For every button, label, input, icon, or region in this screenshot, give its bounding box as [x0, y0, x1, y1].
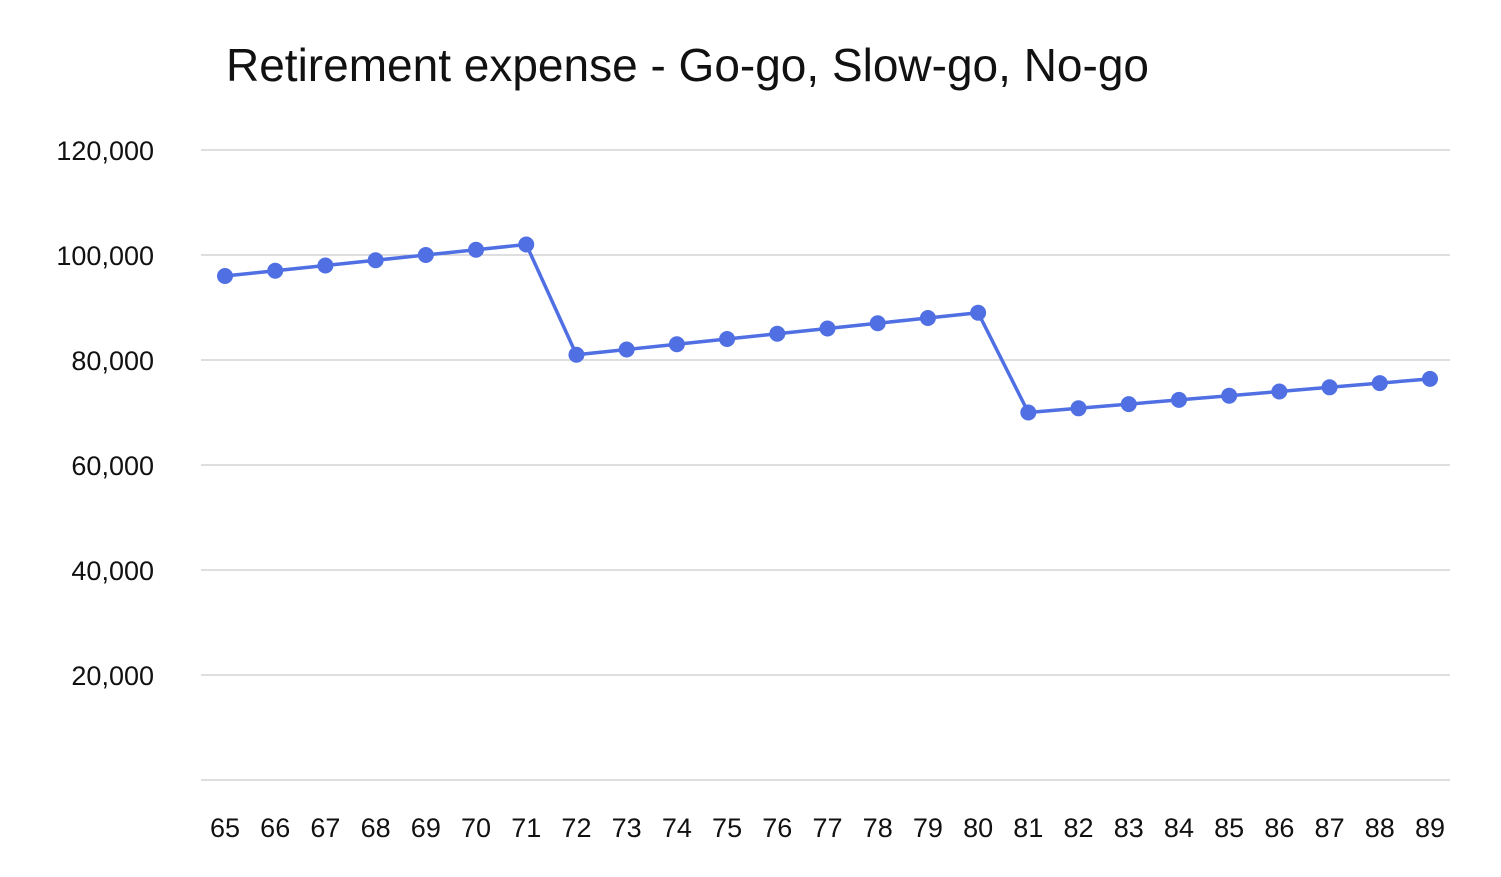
data-point-marker: [1321, 379, 1338, 396]
data-point-marker: [568, 346, 585, 363]
data-point-marker: [518, 236, 535, 253]
data-point-marker: [970, 304, 987, 321]
data-point-marker: [819, 320, 836, 337]
x-tick-label: 82: [1064, 813, 1094, 843]
data-series: [217, 236, 1438, 421]
x-tick-label: 88: [1365, 813, 1395, 843]
y-tick-label: 80,000: [71, 346, 154, 376]
data-point-marker: [217, 268, 233, 284]
data-point-marker: [919, 310, 936, 326]
data-point-marker: [367, 252, 384, 269]
data-point-marker: [769, 325, 786, 342]
data-point-marker: [1020, 404, 1037, 421]
x-tick-label: 71: [511, 813, 541, 843]
data-point-marker: [869, 315, 886, 332]
x-tick-label: 84: [1164, 813, 1194, 843]
x-tick-label: 81: [1013, 813, 1043, 843]
data-point-marker: [618, 341, 635, 358]
x-tick-label: 77: [812, 813, 842, 843]
x-tick-label: 83: [1114, 813, 1144, 843]
data-point-marker: [417, 247, 434, 263]
gridlines: [201, 149, 1450, 781]
data-point-marker: [1371, 375, 1388, 392]
data-point-marker: [1070, 400, 1087, 417]
x-tick-label: 74: [662, 813, 692, 843]
data-point-marker: [668, 336, 685, 353]
x-tick-label: 86: [1264, 813, 1294, 843]
x-tick-label: 75: [712, 813, 742, 843]
x-tick-label: 80: [963, 813, 993, 843]
data-point-marker: [1271, 383, 1288, 400]
x-tick-label: 78: [863, 813, 893, 843]
x-tick-label: 73: [612, 813, 642, 843]
y-tick-label: 60,000: [71, 451, 154, 481]
y-axis-labels: 20,000 40,000 60,000 80,000 100,000 120,000: [56, 136, 154, 691]
x-axis-labels: 65 66 67 68 69 70 71 72 73 74 75 76 77 78 79 80 81 82 83 84…: [210, 813, 1445, 843]
x-tick-label: 65: [210, 813, 240, 843]
x-tick-label: 67: [310, 813, 340, 843]
y-tick-label: 120,000: [56, 136, 154, 166]
x-tick-label: 70: [461, 813, 491, 843]
x-tick-label: 85: [1214, 813, 1244, 843]
data-point-marker: [1170, 391, 1187, 408]
data-point-marker: [468, 241, 485, 258]
data-point-marker: [267, 262, 284, 279]
data-point-marker: [1221, 387, 1238, 404]
x-tick-label: 87: [1315, 813, 1345, 843]
y-tick-label: 20,000: [71, 661, 154, 691]
y-tick-label: 100,000: [56, 241, 154, 271]
chart-title: Retirement expense - Go-go, Slow-go, No-…: [226, 39, 1149, 91]
data-point-marker: [317, 257, 334, 274]
data-point-marker: [719, 331, 736, 347]
data-point-marker: [1120, 396, 1137, 413]
x-tick-label: 68: [361, 813, 391, 843]
x-tick-label: 72: [561, 813, 591, 843]
x-tick-label: 69: [411, 813, 441, 843]
y-tick-label: 40,000: [71, 556, 154, 586]
x-tick-label: 89: [1415, 813, 1445, 843]
x-tick-label: 79: [913, 813, 943, 843]
data-point-marker: [1422, 370, 1438, 387]
x-tick-label: 66: [260, 813, 290, 843]
x-tick-label: 76: [762, 813, 792, 843]
